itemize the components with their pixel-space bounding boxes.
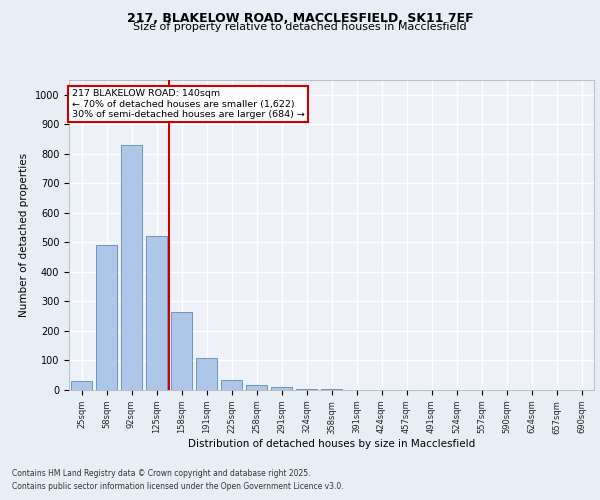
Bar (71, 381, 92, 390)
Bar (271, 387, 292, 390)
Bar (296, 388, 317, 390)
Text: 217 BLAKELOW ROAD: 140sqm
← 70% of detached houses are smaller (1,622)
30% of se: 217 BLAKELOW ROAD: 140sqm ← 70% of detac… (71, 90, 305, 119)
Bar (221, 380, 242, 390)
Text: Size of property relative to detached houses in Macclesfield: Size of property relative to detached ho… (133, 22, 467, 32)
Bar (196, 358, 217, 390)
Bar (246, 384, 267, 390)
Y-axis label: Number of detached properties: Number of detached properties (19, 153, 29, 317)
X-axis label: Distribution of detached houses by size in Macclesfield: Distribution of detached houses by size … (188, 439, 475, 449)
Text: Contains HM Land Registry data © Crown copyright and database right 2025.: Contains HM Land Registry data © Crown c… (12, 468, 311, 477)
Text: Contains public sector information licensed under the Open Government Licence v3: Contains public sector information licen… (12, 482, 344, 491)
Bar (171, 312, 192, 390)
Bar (121, 145, 142, 390)
Text: 217, BLAKELOW ROAD, MACCLESFIELD, SK11 7EF: 217, BLAKELOW ROAD, MACCLESFIELD, SK11 7… (127, 12, 473, 26)
Bar (146, 236, 167, 390)
Bar (96, 246, 117, 390)
